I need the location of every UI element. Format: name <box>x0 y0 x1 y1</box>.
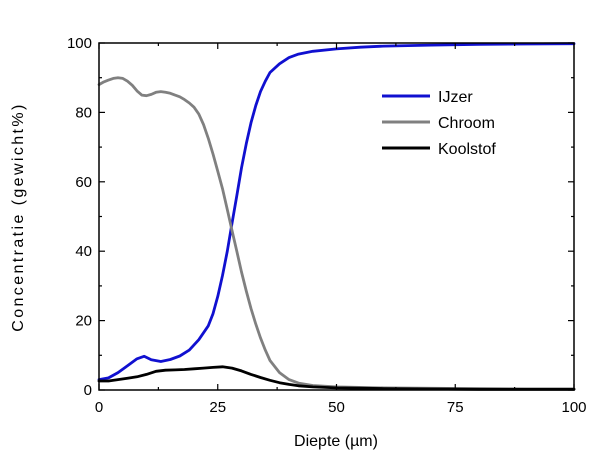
legend: IJzer Chroom Koolstof <box>382 89 496 158</box>
y-tick-label: 100 <box>67 35 92 52</box>
plot-frame <box>98 42 575 391</box>
x-tick-label: 100 <box>561 399 586 416</box>
y-axis-title: Concentratie (gewicht%) <box>10 102 27 332</box>
x-tick-label: 0 <box>95 399 103 416</box>
axes-layer <box>98 42 575 391</box>
y-tick-label: 20 <box>75 313 92 330</box>
x-tick-label: 75 <box>447 399 464 416</box>
x-axis-title: Diepte (µm) <box>294 433 378 450</box>
legend-label-koolstof: Koolstof <box>438 141 496 158</box>
series-layer <box>97 42 576 391</box>
x-tick-label: 25 <box>209 399 226 416</box>
y-tick-label: 60 <box>75 174 92 191</box>
y-tick-label: 0 <box>84 382 92 399</box>
legend-label-ijzer: IJzer <box>438 89 473 106</box>
x-tick-label: 50 <box>328 399 345 416</box>
y-tick-label: 40 <box>75 243 92 260</box>
series-line-chroom <box>97 76 576 391</box>
y-tick-label: 80 <box>75 104 92 121</box>
legend-label-chroom: Chroom <box>438 115 495 132</box>
series-line-koolstof <box>97 365 576 391</box>
tick-labels-layer: 0 25 50 75 100 0 20 40 60 80 100 <box>67 35 587 416</box>
